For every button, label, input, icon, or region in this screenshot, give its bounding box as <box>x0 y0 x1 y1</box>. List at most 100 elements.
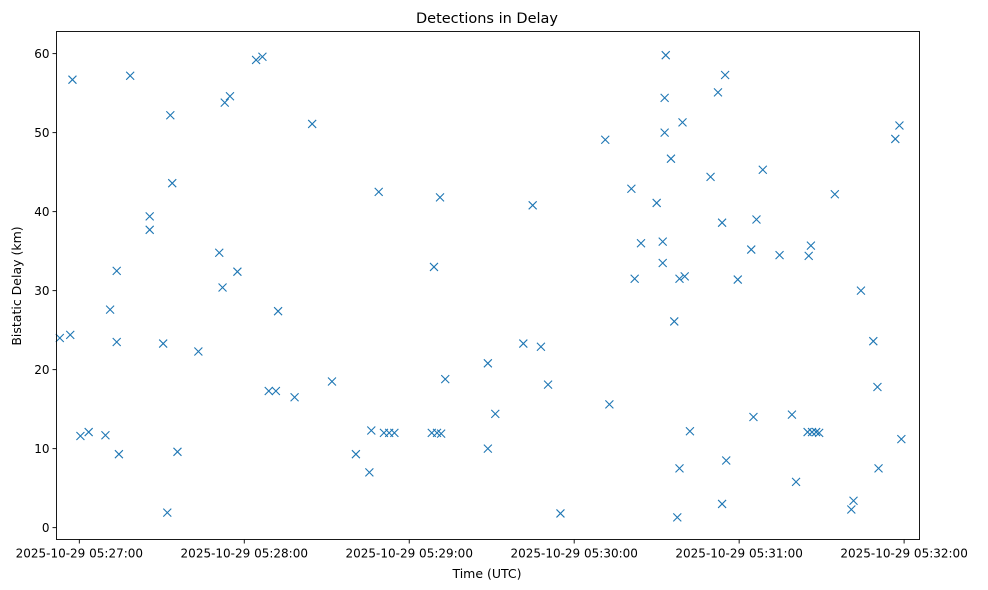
y-tick-label-4: 40 <box>34 205 49 219</box>
data-point-45 <box>483 444 493 454</box>
data-point-57 <box>636 238 646 248</box>
data-point-30 <box>307 119 317 129</box>
data-point-67 <box>675 464 684 473</box>
y-tick-label-5: 50 <box>34 126 49 140</box>
data-point-35 <box>374 187 384 197</box>
data-point-15 <box>165 110 175 120</box>
data-point-38 <box>389 428 399 438</box>
data-point-20 <box>218 283 227 292</box>
data-point-4 <box>84 427 94 437</box>
data-point-71 <box>685 426 695 436</box>
plot-frame <box>56 31 920 540</box>
data-point-40 <box>429 262 439 272</box>
data-point-48 <box>518 339 528 348</box>
scatter-points <box>55 50 906 522</box>
data-point-86 <box>803 427 812 437</box>
x-axis-ticks: 2025-10-29 05:27:00 2025-10-29 05:28:00 20… <box>16 539 968 561</box>
data-point-89 <box>807 427 817 437</box>
data-point-47 <box>490 409 500 419</box>
data-point-16 <box>167 178 177 188</box>
data-point-78 <box>733 275 743 284</box>
data-point-43 <box>436 429 446 439</box>
data-point-19 <box>214 248 224 258</box>
data-point-33 <box>364 467 374 477</box>
chart-title: Detections in Delay <box>416 11 558 27</box>
data-point-68 <box>675 274 684 284</box>
y-tick-label-3: 30 <box>34 284 49 298</box>
data-point-54 <box>604 400 614 409</box>
data-point-75 <box>717 499 727 509</box>
data-point-32 <box>351 449 361 459</box>
data-point-92 <box>830 189 840 199</box>
data-point-64 <box>666 154 676 164</box>
data-point-11 <box>145 211 155 221</box>
data-point-42 <box>435 193 445 202</box>
y-tick-label-0: 0 <box>42 521 50 535</box>
data-point-0 <box>55 333 65 343</box>
data-point-65 <box>669 317 679 326</box>
data-point-74 <box>717 218 727 228</box>
data-point-23 <box>233 267 242 277</box>
data-point-81 <box>752 215 761 224</box>
data-point-98 <box>874 464 883 473</box>
data-point-70 <box>680 272 690 281</box>
data-point-58 <box>652 198 662 208</box>
x-tick-label-1: 2025-10-29 05:28:00 <box>181 547 308 561</box>
data-point-88 <box>806 241 816 250</box>
data-point-22 <box>225 91 235 101</box>
data-point-8 <box>112 337 122 347</box>
x-tick-label-2: 2025-10-29 05:29:00 <box>346 547 473 561</box>
data-point-60 <box>658 258 668 268</box>
data-point-1 <box>65 330 75 340</box>
y-tick-label-6: 60 <box>34 47 49 61</box>
data-point-53 <box>600 135 610 145</box>
data-point-101 <box>896 434 906 444</box>
data-point-80 <box>749 412 758 422</box>
data-point-87 <box>804 251 814 261</box>
data-point-73 <box>713 87 723 97</box>
x-tick-label-0: 2025-10-29 05:27:00 <box>16 547 143 561</box>
y-axis-ticks: 0 10 20 30 40 50 60 <box>34 47 57 535</box>
data-point-10 <box>125 71 135 81</box>
x-tick-label-5: 2025-10-29 05:32:00 <box>840 547 967 561</box>
data-point-62 <box>660 128 670 138</box>
data-point-5 <box>101 430 110 440</box>
data-point-84 <box>787 410 797 420</box>
data-point-13 <box>158 339 168 348</box>
x-tick-label-3: 2025-10-29 05:30:00 <box>510 547 637 561</box>
data-point-27 <box>271 386 281 396</box>
y-tick-label-1: 10 <box>34 442 49 456</box>
data-point-9 <box>114 449 124 459</box>
data-point-76 <box>720 70 730 80</box>
data-point-51 <box>543 380 553 390</box>
data-point-26 <box>264 386 274 396</box>
data-point-12 <box>145 225 155 235</box>
data-point-69 <box>678 117 687 127</box>
data-point-90 <box>811 427 821 437</box>
data-point-3 <box>76 431 85 441</box>
data-point-52 <box>556 509 565 518</box>
data-point-31 <box>327 377 337 386</box>
data-point-17 <box>173 447 182 457</box>
data-point-6 <box>105 305 115 314</box>
data-point-83 <box>775 250 784 260</box>
data-point-82 <box>758 165 768 175</box>
data-point-25 <box>258 52 267 62</box>
data-point-2 <box>68 75 77 85</box>
data-point-66 <box>672 512 682 522</box>
data-point-99 <box>890 134 900 144</box>
y-axis-label: Bistatic Delay (km) <box>9 226 24 345</box>
data-point-79 <box>746 245 756 254</box>
y-tick-label-2: 20 <box>34 363 49 377</box>
data-point-94 <box>849 496 858 506</box>
data-point-85 <box>791 477 801 487</box>
data-point-7 <box>112 266 122 276</box>
data-point-97 <box>873 382 882 392</box>
x-axis-label: Time (UTC) <box>451 566 521 581</box>
data-point-93 <box>846 505 856 514</box>
data-point-72 <box>706 172 715 182</box>
data-point-21 <box>220 98 230 107</box>
data-point-34 <box>366 426 376 435</box>
